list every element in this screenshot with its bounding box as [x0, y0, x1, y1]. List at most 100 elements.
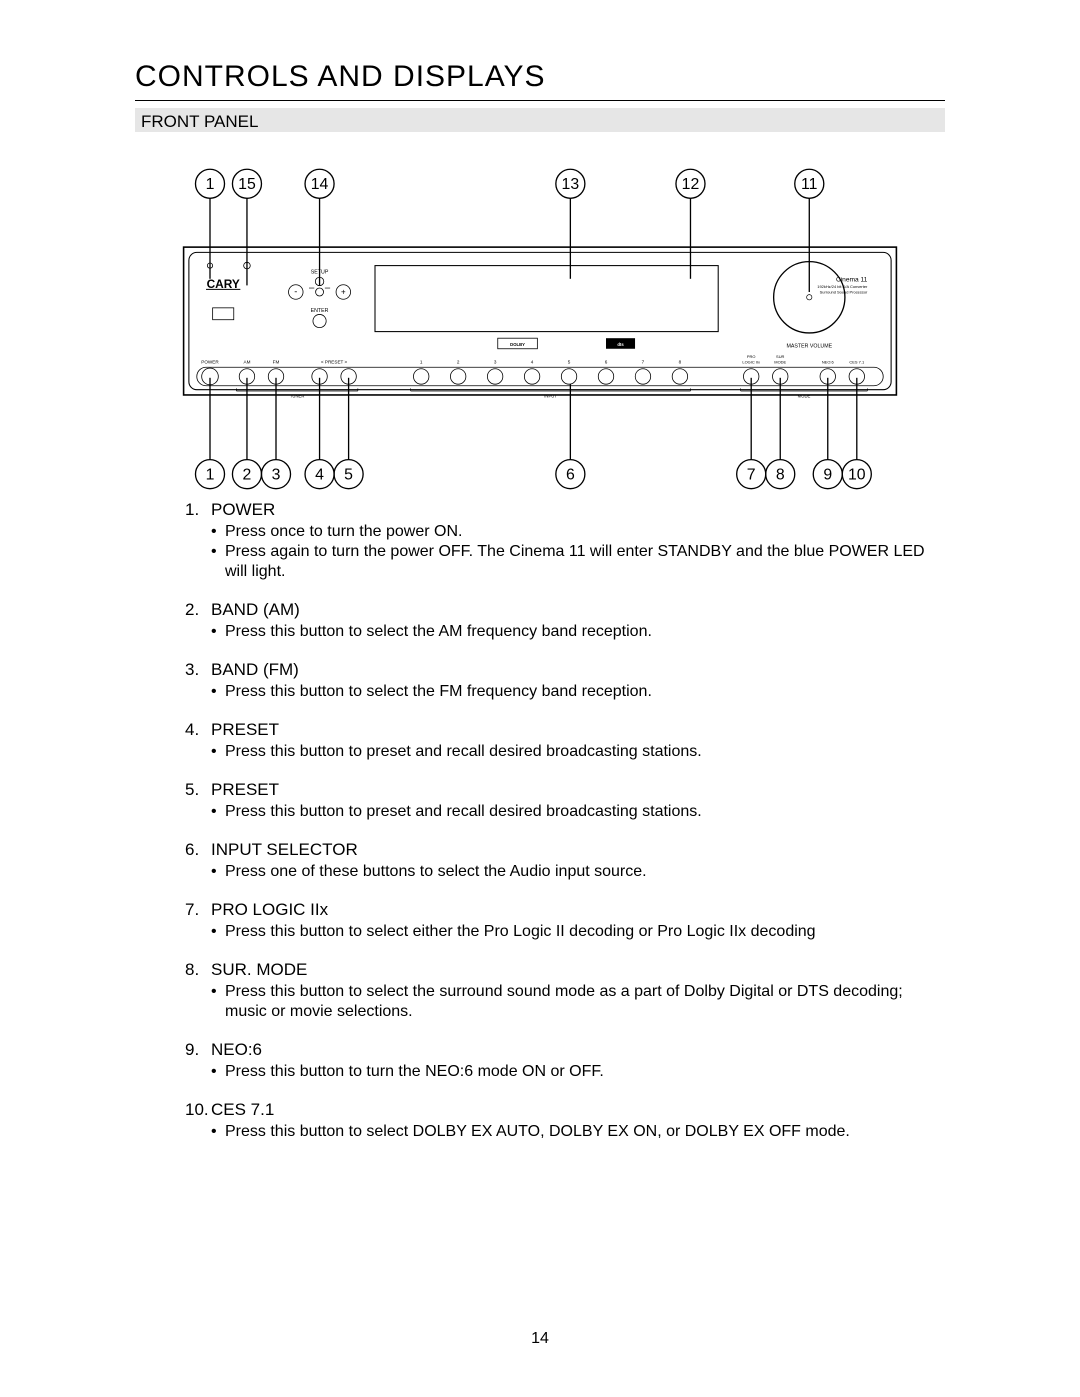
list-item-title: 5.PRESET	[185, 780, 925, 800]
tuner-group-label: TUNER	[290, 394, 305, 399]
display-screen	[375, 266, 718, 332]
list-item-point: Press this button to turn the NEO:6 mode…	[211, 1062, 925, 1082]
knob-indicator	[807, 295, 812, 300]
list-item-number: 7.	[185, 900, 211, 920]
list-item-number: 6.	[185, 840, 211, 860]
model-line2: 192kHz/24 bit D/A Converter	[817, 284, 868, 289]
list-item-title: 8.SUR. MODE	[185, 960, 925, 980]
list-item: 9.NEO:6Press this button to turn the NEO…	[185, 1040, 925, 1082]
list-item: 8.SUR. MODEPress this button to select t…	[185, 960, 925, 1022]
page-number: 14	[0, 1330, 1080, 1348]
list-item-title: 2.BAND (AM)	[185, 600, 925, 620]
input-button-icon	[635, 369, 650, 384]
list-item: 3.BAND (FM)Press this button to select t…	[185, 660, 925, 702]
diagram-svg: 1151413121112345678910CARYSETUPENTER-+DO…	[170, 160, 910, 490]
input-number: 2	[457, 359, 460, 364]
list-item-name: PRESET	[211, 720, 279, 740]
callout-number: 12	[682, 176, 700, 193]
list-item-title: 7.PRO LOGIC IIx	[185, 900, 925, 920]
list-item-points: Press one of these buttons to select the…	[211, 862, 925, 882]
nav-minus: -	[294, 287, 297, 297]
callout-number: 6	[566, 466, 575, 483]
list-item-name: POWER	[211, 500, 275, 520]
list-item: 7.PRO LOGIC IIxPress this button to sele…	[185, 900, 925, 942]
list-item-title: 1.POWER	[185, 500, 925, 520]
list-item-points: Press this button to preset and recall d…	[211, 742, 925, 762]
list-item-name: PRO LOGIC IIx	[211, 900, 328, 920]
list-item-points: Press this button to select DOLBY EX AUT…	[211, 1122, 925, 1142]
fm-label: FM	[273, 359, 280, 364]
list-item-number: 10.	[185, 1100, 211, 1120]
input-number: 6	[605, 359, 608, 364]
list-item-point: Press again to turn the power OFF. The C…	[211, 542, 925, 582]
list-item-number: 8.	[185, 960, 211, 980]
list-item-points: Press this button to turn the NEO:6 mode…	[211, 1062, 925, 1082]
callout-number: 10	[848, 466, 866, 483]
list-item-points: Press once to turn the power ON.Press ag…	[211, 522, 925, 582]
input-number: 8	[679, 359, 682, 364]
list-item: 5.PRESETPress this button to preset and …	[185, 780, 925, 822]
input-button-icon	[561, 369, 576, 384]
list-item-title: 9.NEO:6	[185, 1040, 925, 1060]
callout-number: 7	[747, 466, 756, 483]
callout-number: 11	[801, 176, 818, 193]
list-item-point: Press once to turn the power ON.	[211, 522, 925, 542]
nav-plus: +	[341, 288, 346, 297]
list-item: 4.PRESETPress this button to preset and …	[185, 720, 925, 762]
list-item-point: Press this button to preset and recall d…	[211, 802, 925, 822]
dolby-badge-label: DOLBY	[510, 342, 525, 347]
power-btn-label: POWER	[201, 359, 219, 364]
list-item-name: INPUT SELECTOR	[211, 840, 358, 860]
master-volume-label: MASTER VOLUME	[786, 343, 832, 349]
input-button-icon	[450, 369, 465, 384]
list-item-number: 4.	[185, 720, 211, 740]
list-item-title: 3.BAND (FM)	[185, 660, 925, 680]
list-item: 1.POWERPress once to turn the power ON.P…	[185, 500, 925, 582]
input-button-icon	[598, 369, 613, 384]
list-item-points: Press this button to select the surround…	[211, 982, 925, 1022]
list-item-title: 10.CES 7.1	[185, 1100, 925, 1120]
list-item-points: Press this button to preset and recall d…	[211, 802, 925, 822]
callout-number: 9	[823, 466, 832, 483]
input-group-label: INPUT	[544, 394, 557, 399]
page-title: CONTROLS AND DISPLAYS	[135, 60, 546, 94]
mode-group-label: MODE	[798, 394, 811, 399]
callout-number: 3	[272, 466, 281, 483]
input-button-icon	[524, 369, 539, 384]
input-number: 3	[494, 359, 497, 364]
unit-inner-outline	[189, 252, 891, 389]
mode-label: SUR	[776, 354, 784, 359]
list-item-points: Press this button to select either the P…	[211, 922, 925, 942]
callout-number: 5	[344, 466, 353, 483]
mode-label: MODE	[774, 359, 786, 364]
list-item-point: Press this button to select the AM frequ…	[211, 622, 925, 642]
list-item-point: Press this button to preset and recall d…	[211, 742, 925, 762]
list-item-number: 5.	[185, 780, 211, 800]
mode-label: CES 7.1	[849, 359, 864, 364]
list-item-name: CES 7.1	[211, 1100, 274, 1120]
callout-number: 1	[206, 466, 215, 483]
callout-number: 4	[315, 466, 324, 483]
list-item-name: SUR. MODE	[211, 960, 307, 980]
dts-badge-label: dts	[617, 342, 624, 347]
mode-label: PRO	[747, 354, 756, 359]
list-item-name: BAND (AM)	[211, 600, 300, 620]
list-item-name: NEO:6	[211, 1040, 262, 1060]
list-item-point: Press this button to select the surround…	[211, 982, 925, 1022]
heading-rule	[135, 100, 945, 101]
list-item-number: 3.	[185, 660, 211, 680]
list-item-point: Press this button to select DOLBY EX AUT…	[211, 1122, 925, 1142]
am-label: AM	[243, 359, 250, 364]
input-button-icon	[672, 369, 687, 384]
preset-label: < PRESET >	[321, 359, 348, 364]
list-item-point: Press one of these buttons to select the…	[211, 862, 925, 882]
unit-outline	[184, 247, 897, 395]
model-name: Cinema 11	[836, 276, 868, 283]
mode-label: LOGIC IIx	[742, 359, 760, 364]
nav-down	[313, 314, 326, 327]
list-item-title: 6.INPUT SELECTOR	[185, 840, 925, 860]
list-item-point: Press this button to select the FM frequ…	[211, 682, 925, 702]
manual-page: CONTROLS AND DISPLAYS FRONT PANEL 115141…	[0, 0, 1080, 1397]
list-item: 10.CES 7.1Press this button to select DO…	[185, 1100, 925, 1142]
callout-number: 8	[776, 466, 785, 483]
